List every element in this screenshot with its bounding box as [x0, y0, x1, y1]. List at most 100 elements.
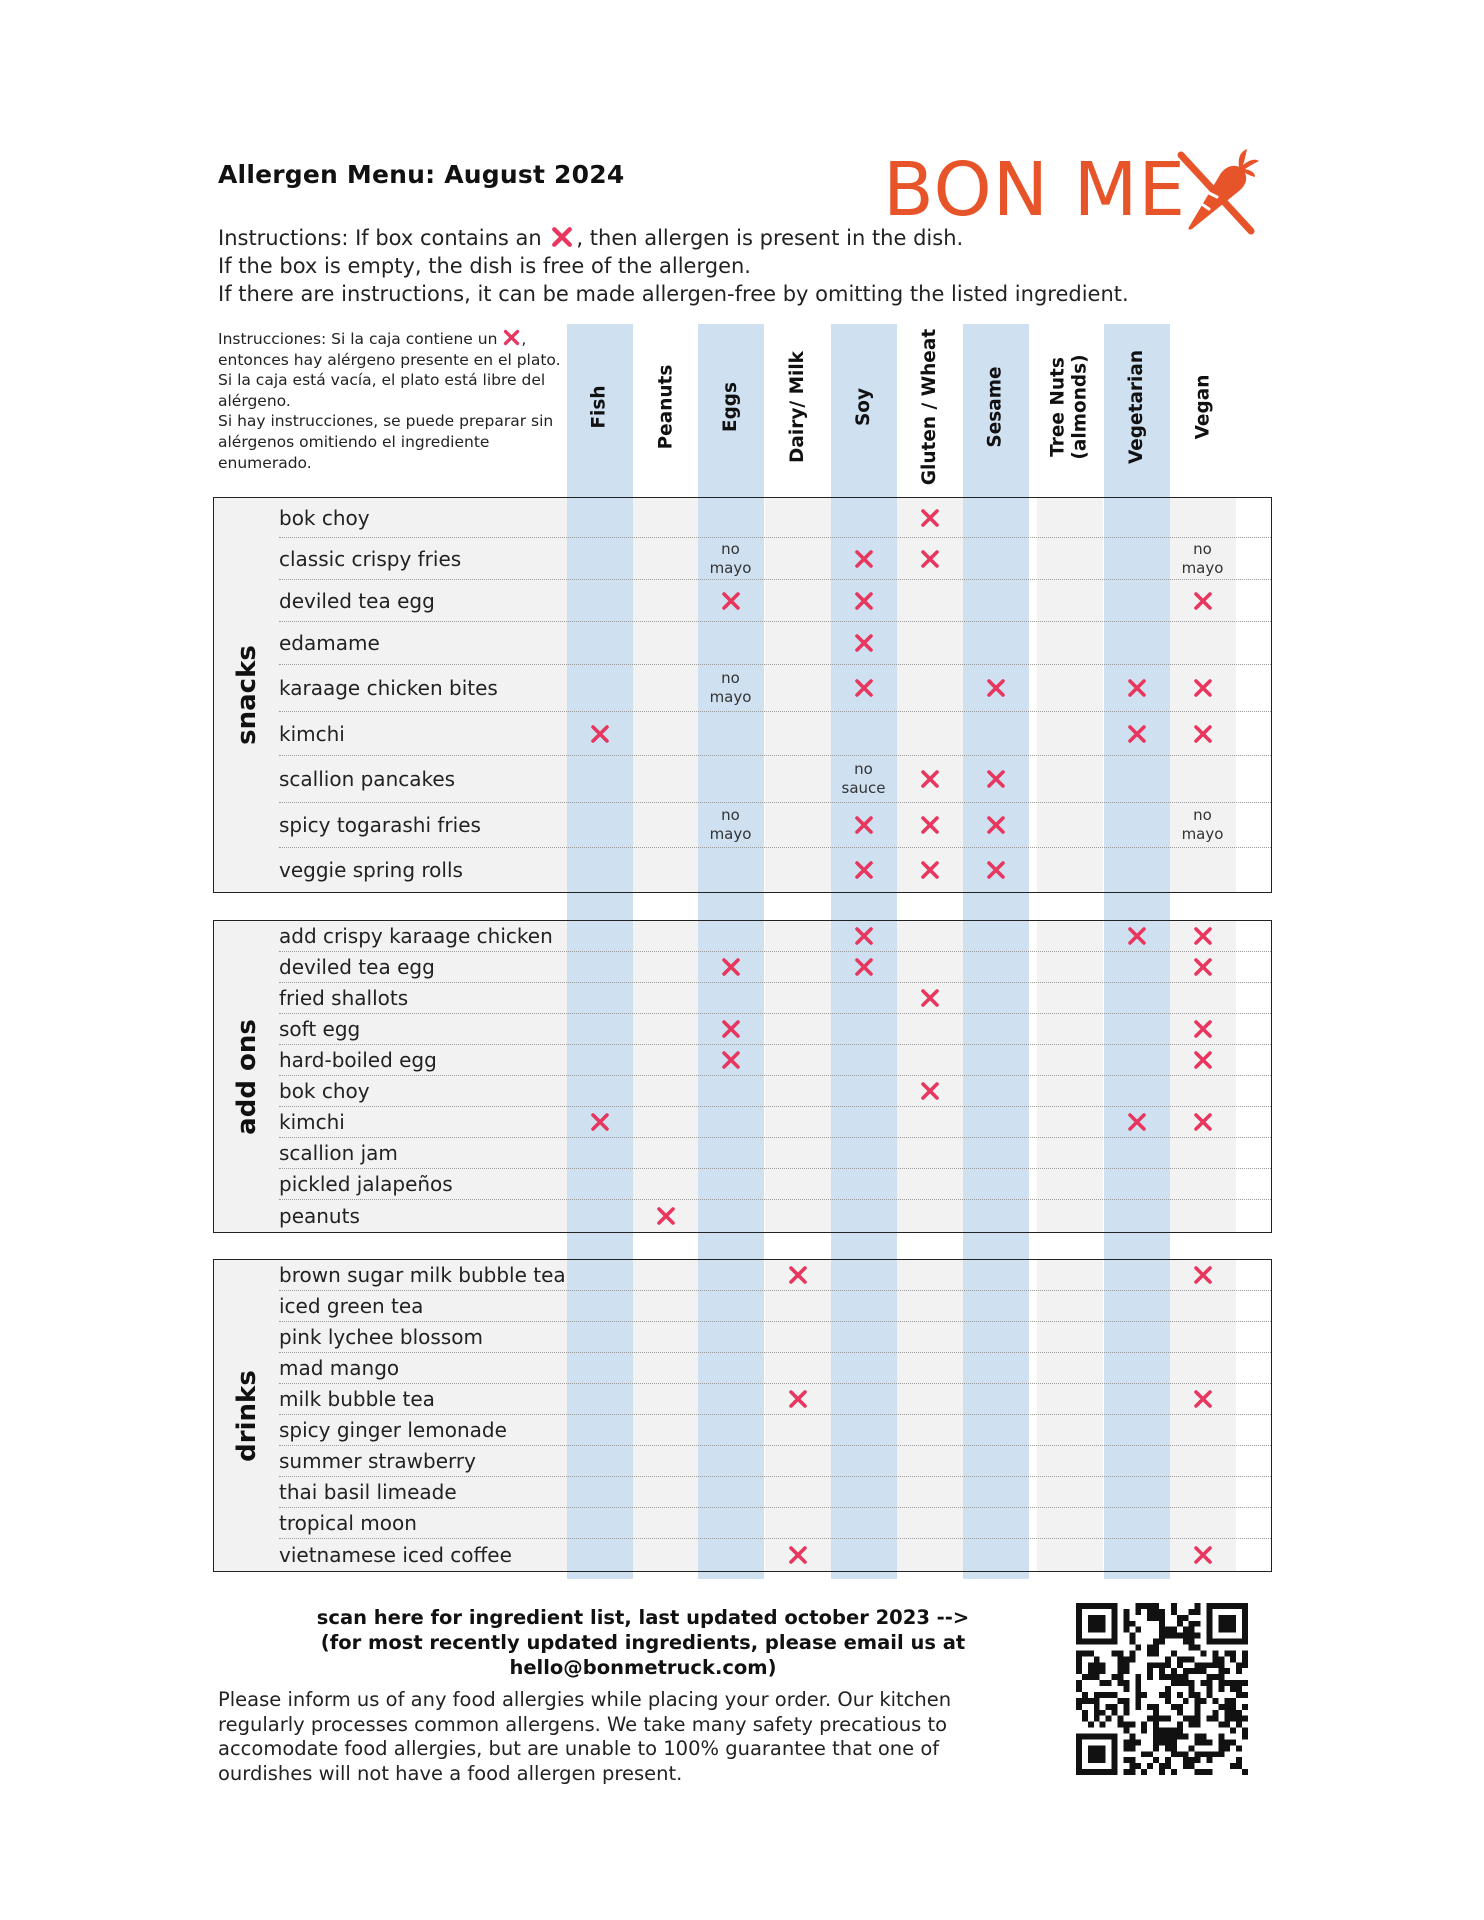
column-fill-peanuts: [632, 1260, 699, 1571]
allergen-cell-vegan: [1170, 712, 1236, 755]
section-label-text: snacks: [231, 645, 262, 745]
page-title: Allergen Menu: August 2024: [218, 160, 625, 189]
menu-item-row: scallion pancakes no sauce: [279, 756, 1271, 803]
allergen-cell-eggs: [698, 1045, 764, 1075]
allergen-cell-soy: [831, 538, 897, 579]
x-mark-icon: [721, 958, 740, 976]
column-fill-dairy-milk: [764, 1260, 831, 1571]
menu-item-name: fried shallots: [279, 986, 409, 1010]
omit-instruction: no sauce: [841, 760, 886, 797]
carrot-chopsticks-icon: [1177, 149, 1259, 235]
x-mark-icon: [1193, 591, 1212, 610]
x-mark-icon: [854, 679, 873, 697]
x-mark-icon: [504, 329, 520, 346]
column-header-vegetarian: Vegetarian: [1104, 324, 1170, 489]
x-mark-icon: [1193, 1266, 1212, 1284]
allergen-cell-soy: [831, 622, 897, 664]
allergen-cell-gluten-wheat: [897, 848, 963, 891]
scan-note: scan here for ingredient list, last upda…: [218, 1605, 1068, 1680]
instrucciones-line-6: alérgenos omitiendo el ingrediente: [218, 432, 490, 451]
menu-item-row: milk bubble tea: [279, 1384, 1271, 1415]
scan-note-line-2: (for most recently updated ingredients, …: [320, 1631, 966, 1679]
menu-item-row: summer strawberry: [279, 1446, 1271, 1477]
section-shading: [214, 1260, 601, 1571]
menu-item-name: hard-boiled egg: [279, 1048, 437, 1072]
allergen-cell-vegan: [1170, 580, 1236, 621]
allergen-cell-vegan: [1170, 1384, 1236, 1414]
x-mark-icon: [920, 508, 939, 527]
menu-item-name: peanuts: [279, 1203, 360, 1228]
x-mark-icon: [920, 816, 939, 834]
column-fill-vegan: [1169, 1260, 1236, 1571]
allergen-cell-vegetarian: [1104, 921, 1170, 951]
column-header-dairy-milk: Dairy/ Milk: [765, 324, 831, 489]
instrucciones-line-1-start: Instrucciones: Si la caja contiene un: [218, 330, 498, 348]
menu-item-row: kimchi: [279, 712, 1271, 756]
allergen-cell-vegetarian: [1104, 712, 1170, 755]
instrucciones-line-1-end: ,: [521, 330, 527, 348]
menu-item-row: karaage chicken bites no mayo: [279, 665, 1271, 712]
column-fill-vegan: [1169, 498, 1236, 892]
menu-item-row: peanuts: [279, 1200, 1271, 1231]
omit-instruction: no mayo: [1181, 539, 1224, 577]
column-fill-vegetarian: [1103, 921, 1170, 1232]
x-mark-icon: [854, 927, 873, 945]
allergen-cell-vegetarian: [1104, 665, 1170, 711]
x-mark-icon: [656, 1206, 675, 1225]
x-mark-icon: [1193, 1390, 1212, 1408]
allergen-cell-vegetarian: [1104, 1107, 1170, 1137]
column-fill-gluten-wheat: [896, 1260, 963, 1571]
column-header-label: Soy: [853, 387, 874, 426]
column-header-sesame: Sesame: [963, 324, 1029, 489]
menu-item-row: bok choy: [279, 1076, 1271, 1107]
allergen-cell-vegan: [1170, 1107, 1236, 1137]
menu-item-name: milk bubble tea: [279, 1387, 435, 1411]
menu-item-name: pink lychee blossom: [279, 1325, 483, 1349]
instrucciones-line-1: Instrucciones: Si la caja contiene un ,: [218, 329, 588, 350]
x-mark-icon: [1193, 1545, 1212, 1564]
menu-item-name: spicy ginger lemonade: [279, 1418, 507, 1442]
menu-item-name: pickled jalapeños: [279, 1172, 453, 1196]
menu-item-row: classic crispy fries no mayo no mayo: [279, 538, 1271, 580]
menu-item-row: spicy ginger lemonade: [279, 1415, 1271, 1446]
omit-instruction: no mayo: [709, 806, 752, 843]
x-mark-icon: [590, 1113, 609, 1131]
allergen-cell-gluten-wheat: [897, 1076, 963, 1106]
allergen-cell-sesame: [963, 803, 1029, 847]
allergen-cell-fish: [567, 1107, 633, 1137]
brand-name: BON ME: [883, 147, 1187, 233]
allergen-cell-eggs: [698, 952, 764, 982]
instructions-line-3: If there are instructions, it can be mad…: [218, 282, 1129, 306]
allergen-cell-vegan: [1170, 952, 1236, 982]
x-mark-icon: [854, 860, 873, 879]
instructions-spanish: Instrucciones: Si la caja contiene un , …: [218, 329, 588, 473]
column-header-label: Eggs: [719, 381, 741, 432]
column-fill-soy: [830, 921, 897, 1232]
menu-item-name: kimchi: [279, 721, 345, 746]
column-fill-tree-nuts-almonds: [1036, 921, 1103, 1232]
menu-item-name: edamame: [279, 631, 380, 655]
column-fill-dairy-milk: [764, 921, 831, 1232]
column-header-peanuts: Peanuts: [633, 324, 699, 489]
section-drinks: drinks brown sugar milk bubble tea iced gr…: [213, 1259, 1272, 1572]
x-mark-icon: [986, 679, 1005, 697]
column-header-label: Fish: [588, 384, 610, 429]
menu-item-row: veggie spring rolls: [279, 848, 1271, 891]
column-header-label: Dairy/ Milk: [787, 350, 808, 463]
allergen-cell-gluten-wheat: [897, 983, 963, 1013]
menu-item-name: add crispy karaage chicken: [279, 924, 553, 948]
qr-code[interactable]: [1076, 1603, 1248, 1775]
allergen-cell-soy: no sauce: [831, 756, 897, 802]
x-mark-icon: [920, 860, 939, 879]
allergen-cell-sesame: [963, 665, 1029, 711]
x-mark-icon: [1193, 724, 1212, 743]
x-mark-icon: [986, 770, 1005, 788]
allergen-cell-vegan: [1170, 1539, 1236, 1570]
column-fill-dairy-milk: [764, 498, 831, 892]
menu-item-name: bok choy: [279, 1079, 370, 1103]
menu-item-name: classic crispy fries: [279, 546, 462, 571]
scan-note-line-1: scan here for ingredient list, last upda…: [316, 1606, 970, 1629]
column-fill-sesame: [962, 921, 1029, 1232]
allergen-cell-eggs: no mayo: [698, 803, 764, 847]
column-fill-gluten-wheat: [896, 921, 963, 1232]
